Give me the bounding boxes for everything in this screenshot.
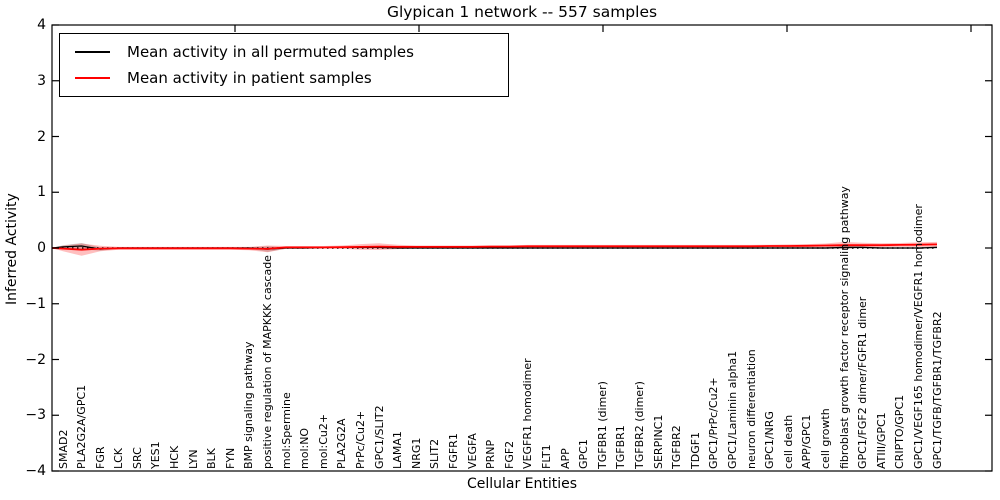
y-tick-label: −2 xyxy=(25,351,46,368)
x-tick-label: GPC1/PrPc/Cu2+ xyxy=(707,377,721,469)
x-tick-label: SMAD2 xyxy=(56,429,70,469)
y-tick-label: −4 xyxy=(25,463,46,479)
x-tick-label: mol:NO xyxy=(298,427,312,469)
x-tick-label: SERPINC1 xyxy=(651,414,665,469)
y-tick-label: 3 xyxy=(37,72,46,89)
y-tick-label: −1 xyxy=(25,295,46,312)
x-tick-label: GPC1/TGFB/TGFBR1/TGFBR2 xyxy=(930,311,944,469)
x-tick-label: APP/GPC1 xyxy=(800,414,814,469)
x-tick-label: FGF2 xyxy=(502,440,516,469)
y-tick-label: 0 xyxy=(37,240,46,256)
y-tick-label: 4 xyxy=(37,17,46,33)
x-tick-label: VEGFR1 homodimer xyxy=(521,358,535,469)
y-tick-label: −3 xyxy=(25,407,46,424)
legend-label-patient: Mean activity in patient samples xyxy=(127,69,372,88)
x-tick-label: TGFBR2 (dimer) xyxy=(632,381,646,469)
x-tick-label: CRIPTO/GPC1 xyxy=(893,394,907,469)
x-tick-label: mol:Spermine xyxy=(279,392,293,469)
legend: Mean activity in all permuted samples Me… xyxy=(59,33,509,97)
legend-label-permuted: Mean activity in all permuted samples xyxy=(127,42,414,61)
x-tick-label: FYN xyxy=(223,447,237,469)
x-tick-label: PLA2G2A xyxy=(335,418,349,469)
x-tick-label: GPC1/Laminin alpha1 xyxy=(725,350,739,469)
x-tick-label: NRG1 xyxy=(409,437,423,469)
x-tick-label: SRC xyxy=(130,447,144,469)
chart-title: Glypican 1 network -- 557 samples xyxy=(386,3,658,21)
x-tick-label: GPC1/NRG xyxy=(763,411,777,469)
x-tick-label: TGFBR1 (dimer) xyxy=(595,381,609,469)
x-tick-label: TDGF1 xyxy=(688,431,702,469)
x-tick-label: GPC1 xyxy=(577,439,591,469)
x-tick-label: TGFBR2 xyxy=(670,425,684,469)
y-tick-label: 1 xyxy=(37,184,46,201)
x-tick-label: VEGFA xyxy=(465,433,479,469)
legend-item-permuted: Mean activity in all permuted samples xyxy=(75,43,508,61)
x-tick-label: cell growth xyxy=(818,408,832,469)
x-tick-label: SLIT2 xyxy=(428,438,442,469)
x-tick-label: GPC1/SLIT2 xyxy=(372,405,386,469)
x-tick-label: LYN xyxy=(186,449,200,469)
legend-item-patient: Mean activity in patient samples xyxy=(75,69,508,87)
x-tick-label: positive regulation of MAPKKK cascade xyxy=(261,255,275,469)
x-tick-label: BMP signaling pathway xyxy=(242,341,256,469)
x-tick-label: PrPc/Cu2+ xyxy=(354,410,368,469)
x-tick-label: APP xyxy=(558,448,572,469)
x-tick-label: FGR xyxy=(93,446,107,470)
x-tick-label: FLT1 xyxy=(539,444,553,469)
x-tick-label: TGFBR1 xyxy=(614,425,628,469)
x-tick-label: PLA2G2A/GPC1 xyxy=(75,384,89,469)
x-tick-label: mol:Cu2+ xyxy=(316,413,330,469)
x-tick-label: YES1 xyxy=(149,441,163,469)
x-tick-label: PRNP xyxy=(484,439,498,469)
x-tick-label: GPC1/VEGF165 homodimer/VEGFR1 homodimer xyxy=(911,204,925,469)
x-tick-label: HCK xyxy=(168,445,182,469)
y-tick-label: 2 xyxy=(37,128,46,145)
x-tick-label: LCK xyxy=(112,447,126,469)
x-tick-label: GPC1/FGF2 dimer/FGFR1 dimer xyxy=(856,296,870,469)
x-tick-label: BLK xyxy=(205,448,219,469)
x-tick-label: neuron differentiation xyxy=(744,349,758,469)
legend-line-permuted-icon xyxy=(75,50,110,53)
x-tick-label: fibroblast growth factor receptor signal… xyxy=(837,186,851,469)
x-tick-label: ATIII/GPC1 xyxy=(874,412,888,469)
x-tick-label: cell death xyxy=(781,414,795,469)
x-tick-label: LAMA1 xyxy=(391,431,405,469)
legend-line-patient-icon xyxy=(75,77,110,80)
x-axis-label: Cellular Entities xyxy=(466,476,578,492)
x-tick-label: FGFR1 xyxy=(447,433,460,469)
